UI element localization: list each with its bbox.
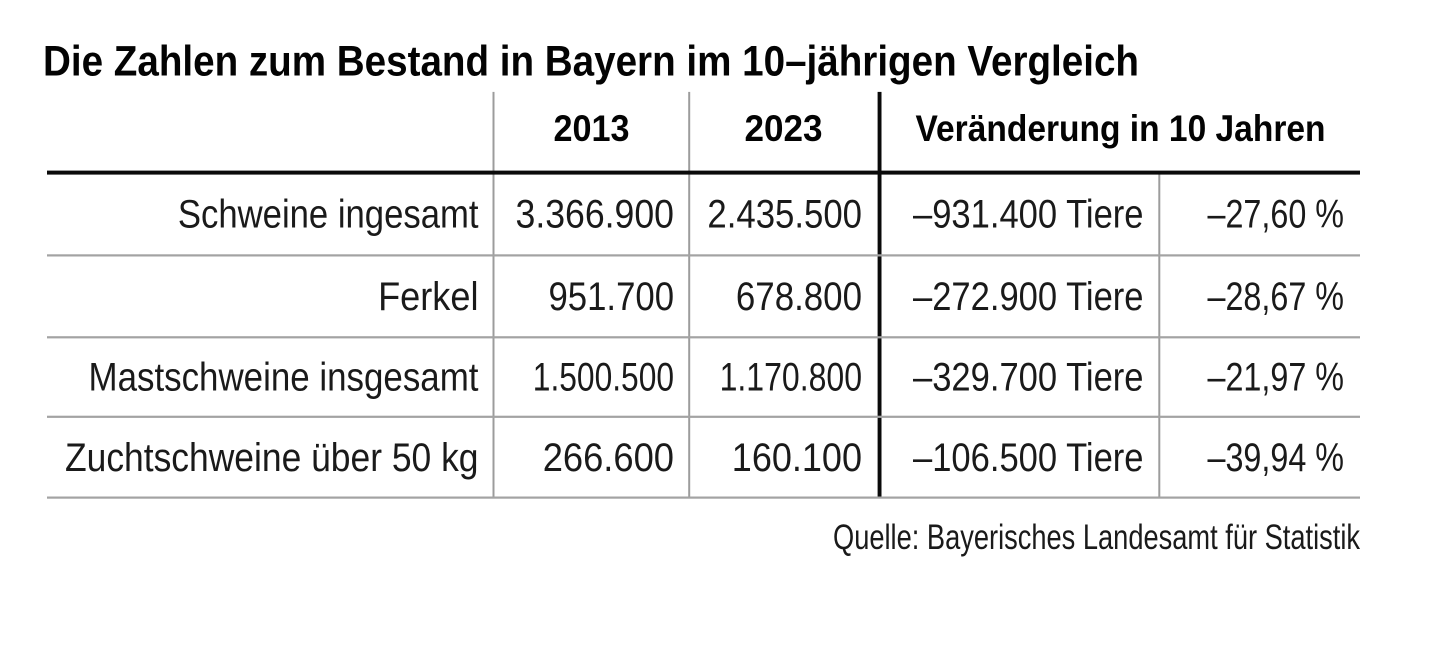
svg-text:3.366.900: 3.366.900 <box>516 193 675 237</box>
svg-text:1.500.500: 1.500.500 <box>533 356 674 400</box>
svg-text:Quelle: Bayerisches Landesamt: Quelle: Bayerisches Landesamt für Statis… <box>833 518 1360 557</box>
svg-text:Schweine ingesamt: Schweine ingesamt <box>178 193 479 237</box>
svg-text:951.700: 951.700 <box>549 275 675 319</box>
svg-text:Mastschweine insgesamt: Mastschweine insgesamt <box>89 356 479 400</box>
svg-text:160.100: 160.100 <box>732 436 862 480</box>
svg-text:2.435.500: 2.435.500 <box>707 193 862 237</box>
svg-text:Ferkel: Ferkel <box>378 275 478 319</box>
svg-text:Die Zahlen zum Bestand in Baye: Die Zahlen zum Bestand in Bayern im 10–j… <box>43 39 1139 86</box>
svg-text:–272.900 Tiere: –272.900 Tiere <box>913 275 1144 319</box>
svg-text:–27,60 %: –27,60 % <box>1208 193 1345 237</box>
svg-text:2013: 2013 <box>554 107 630 149</box>
svg-text:678.800: 678.800 <box>736 275 862 319</box>
svg-text:–39,94 %: –39,94 % <box>1208 436 1345 480</box>
svg-text:Zuchtschweine über 50 kg: Zuchtschweine über 50 kg <box>65 436 479 480</box>
svg-text:1.170.800: 1.170.800 <box>720 356 862 400</box>
svg-text:–329.700 Tiere: –329.700 Tiere <box>913 356 1144 400</box>
svg-text:–21,97 %: –21,97 % <box>1208 356 1345 400</box>
svg-text:–931.400 Tiere: –931.400 Tiere <box>913 193 1144 237</box>
svg-text:Veränderung in 10 Jahren: Veränderung in 10 Jahren <box>916 107 1326 149</box>
svg-text:2023: 2023 <box>745 107 823 149</box>
svg-text:–28,67 %: –28,67 % <box>1208 275 1345 319</box>
svg-text:266.600: 266.600 <box>543 436 674 480</box>
svg-text:–106.500 Tiere: –106.500 Tiere <box>913 436 1144 480</box>
